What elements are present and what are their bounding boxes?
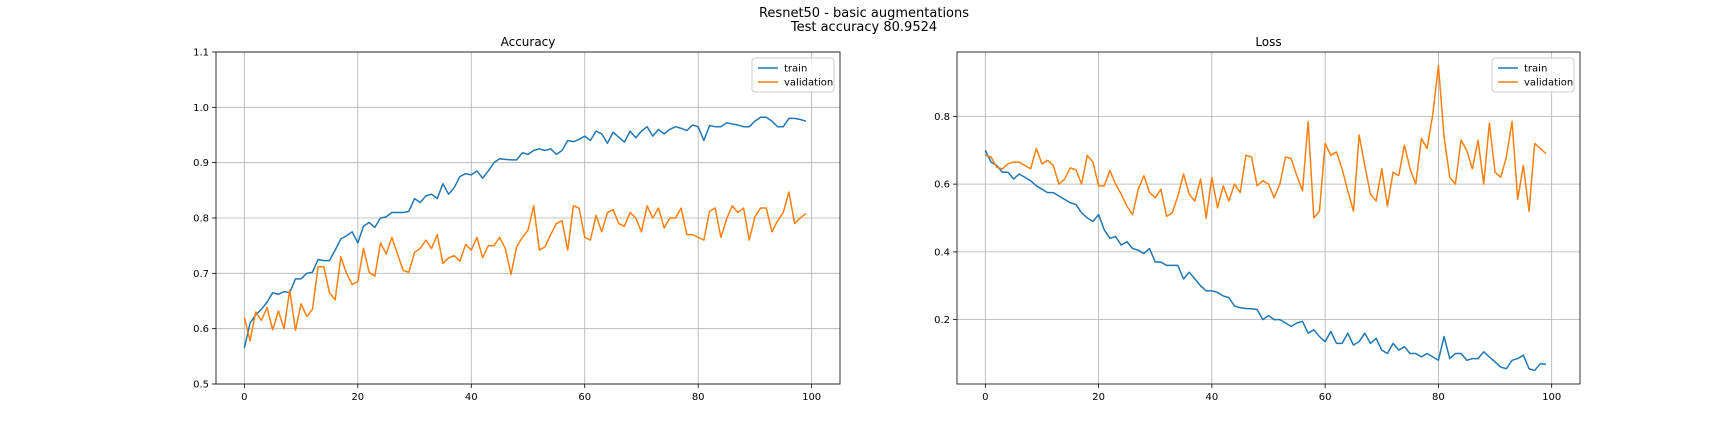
- loss-series-validation: [985, 64, 1547, 219]
- loss-ytick-label-0: 0.2: [934, 315, 950, 326]
- accuracy-title: Accuracy: [501, 35, 556, 49]
- loss-xtick-label-4: 80: [1432, 392, 1445, 403]
- figure-suptitle-line2: Test accuracy 80.9524: [790, 20, 938, 35]
- loss-legend: train validation: [1491, 57, 1575, 93]
- accuracy-ytick-label-6: 1.1: [193, 48, 209, 59]
- accuracy-chart: 0 20 40 60 80 100 0.5 0.6 0.7 0.8 0.9 1.0 1.1 Accurac…: [193, 35, 841, 403]
- loss-title: Loss: [1255, 35, 1281, 49]
- accuracy-legend-box: [751, 57, 835, 93]
- accuracy-series-train: [243, 116, 807, 349]
- loss-xtick-label-1: 20: [1092, 392, 1105, 403]
- accuracy-xtick-label-5: 100: [802, 392, 821, 403]
- accuracy-ytick-label-1: 0.6: [193, 324, 209, 335]
- figure-suptitle-line1: Resnet50 - basic augmentations: [758, 6, 970, 21]
- loss-ytick-label-3: 0.8: [934, 112, 950, 123]
- loss-legend-label-train: train: [1524, 64, 1547, 75]
- accuracy-ytick-label-0: 0.5: [193, 380, 209, 391]
- loss-legend-box: [1491, 57, 1575, 93]
- accuracy-xtick-label-0: 0: [241, 392, 247, 403]
- accuracy-xtick-label-1: 20: [351, 392, 364, 403]
- accuracy-xtick-label-2: 40: [465, 392, 478, 403]
- accuracy-ytick-label-4: 0.9: [193, 158, 209, 169]
- loss-series-train: [984, 149, 1547, 372]
- accuracy-ytick-label-5: 1.0: [193, 103, 209, 114]
- loss-ytick-label-1: 0.4: [934, 247, 950, 258]
- accuracy-xtick-label-4: 80: [692, 392, 705, 403]
- loss-axes-frame: [956, 51, 1581, 385]
- accuracy-series-validation: [243, 191, 807, 342]
- accuracy-legend: train validation: [751, 57, 835, 93]
- loss-xtick-label-3: 60: [1319, 392, 1332, 403]
- loss-xtick-label-0: 0: [982, 392, 988, 403]
- loss-legend-label-validation: validation: [1524, 78, 1573, 89]
- loss-xtick-label-2: 40: [1205, 392, 1218, 403]
- accuracy-ytick-label-3: 0.8: [193, 214, 209, 225]
- accuracy-legend-label-train: train: [784, 64, 807, 75]
- loss-ytick-label-2: 0.6: [934, 180, 950, 191]
- accuracy-legend-label-validation: validation: [784, 78, 833, 89]
- loss-chart: 0 20 40 60 80 100 0.2 0.4 0.6 0.8 Loss train validat…: [934, 35, 1581, 403]
- loss-xtick-label-5: 100: [1542, 392, 1561, 403]
- accuracy-xtick-label-3: 60: [578, 392, 591, 403]
- accuracy-ytick-label-2: 0.7: [193, 269, 209, 280]
